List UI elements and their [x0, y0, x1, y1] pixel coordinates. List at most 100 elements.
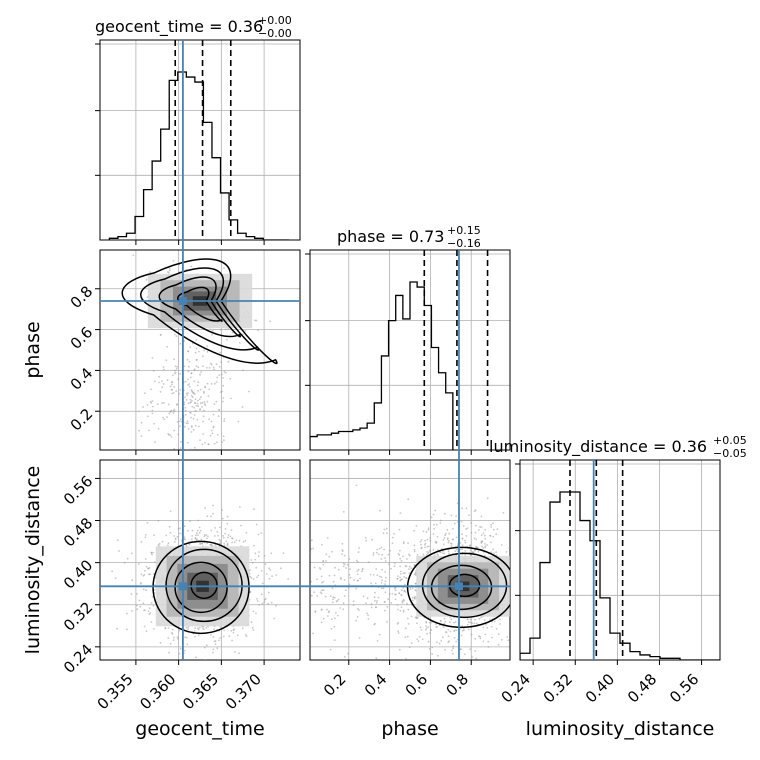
- scatter-point: [167, 542, 170, 545]
- scatter-point: [208, 453, 210, 455]
- scatter-point: [528, 589, 530, 591]
- scatter-point: [219, 328, 222, 331]
- scatter-point: [455, 536, 458, 539]
- scatter-point: [188, 383, 191, 385]
- scatter-point: [197, 634, 200, 636]
- scatter-point: [172, 374, 174, 377]
- scatter-point: [451, 649, 453, 652]
- scatter-point: [495, 551, 498, 554]
- scatter-point: [374, 606, 377, 609]
- scatter-point: [168, 651, 171, 654]
- scatter-point: [175, 390, 178, 392]
- scatter-point: [414, 598, 416, 600]
- scatter-point: [384, 583, 386, 585]
- scatter-point: [453, 629, 456, 632]
- scatter-point: [177, 528, 180, 530]
- scatter-point: [486, 627, 489, 629]
- scatter-point: [209, 434, 212, 437]
- scatter-point: [215, 381, 218, 383]
- scatter-point: [154, 380, 156, 383]
- scatter-point: [525, 584, 527, 586]
- scatter-point: [453, 636, 456, 639]
- scatter-point: [137, 369, 140, 371]
- scatter-point: [480, 534, 483, 537]
- scatter-point: [203, 499, 205, 501]
- panel-2d-geocent-time-phase: [99, 249, 301, 451]
- scatter-point: [206, 382, 209, 385]
- scatter-point: [417, 640, 420, 643]
- scatter-point: [482, 640, 485, 643]
- scatter-point: [242, 369, 244, 372]
- scatter-point: [193, 630, 196, 632]
- scatter-point: [238, 342, 241, 344]
- x-tick-label-luminosity_distance: 0.56: [666, 670, 702, 706]
- scatter-point: [310, 552, 312, 554]
- scatter-point: [174, 365, 177, 368]
- scatter-point: [332, 596, 335, 599]
- scatter-point: [194, 393, 196, 395]
- scatter-point: [198, 466, 200, 468]
- scatter-point: [223, 629, 226, 632]
- scatter-point: [254, 319, 256, 322]
- scatter-point: [142, 602, 145, 605]
- scatter-point: [225, 540, 228, 543]
- scatter-point: [425, 621, 428, 624]
- scatter-point: [222, 384, 225, 387]
- scatter-point: [380, 546, 383, 549]
- scatter-point: [146, 404, 149, 406]
- scatter-point: [130, 593, 133, 595]
- scatter-point: [203, 403, 206, 405]
- scatter-point: [408, 565, 411, 568]
- scatter-point: [364, 536, 367, 539]
- scatter-point: [179, 389, 182, 391]
- x-tick-label-phase: 0.6: [402, 670, 432, 700]
- scatter-point: [455, 629, 458, 632]
- scatter-point: [388, 563, 390, 565]
- scatter-point: [244, 539, 247, 542]
- scatter-point: [226, 544, 229, 547]
- scatter-point: [342, 602, 345, 605]
- scatter-point: [386, 606, 389, 608]
- scatter-point: [383, 548, 385, 551]
- truth-marker-0: [178, 297, 187, 306]
- scatter-point: [168, 267, 171, 270]
- scatter-point: [184, 425, 186, 428]
- scatter-point: [316, 578, 318, 581]
- scatter-point: [178, 652, 181, 655]
- scatter-point: [480, 515, 483, 518]
- scatter-point: [447, 540, 450, 542]
- scatter-point: [399, 576, 401, 579]
- scatter-point: [404, 572, 406, 574]
- scatter-point: [176, 403, 178, 406]
- density-geocent-time-phase: [121, 254, 278, 501]
- scatter-point: [205, 626, 208, 629]
- scatter-point: [387, 553, 390, 556]
- scatter-point: [162, 366, 165, 368]
- scatter-point: [206, 515, 209, 518]
- scatter-point: [196, 384, 199, 387]
- scatter-point: [193, 462, 195, 464]
- histogram-luminosity-distance: [520, 460, 720, 660]
- scatter-point: [398, 648, 401, 651]
- scatter-point: [510, 568, 512, 570]
- scatter-point: [506, 636, 509, 638]
- scatter-point: [173, 410, 176, 413]
- scatter-point: [202, 433, 205, 435]
- scatter-point: [334, 617, 336, 620]
- scatter-point: [316, 595, 319, 597]
- scatter-point: [424, 539, 426, 542]
- scatter-point: [335, 600, 338, 603]
- scatter-point: [518, 615, 520, 617]
- scatter-point: [329, 648, 332, 651]
- scatter-point: [203, 409, 205, 412]
- scatter-point: [169, 531, 172, 534]
- scatter-point: [146, 521, 149, 524]
- scatter-point: [310, 580, 312, 583]
- scatter-point: [174, 538, 177, 541]
- scatter-point: [212, 512, 214, 515]
- scatter-point: [198, 626, 201, 629]
- scatter-point: [343, 595, 346, 597]
- scatter-point: [140, 435, 143, 437]
- scatter-point: [493, 552, 495, 555]
- scatter-point: [489, 618, 491, 621]
